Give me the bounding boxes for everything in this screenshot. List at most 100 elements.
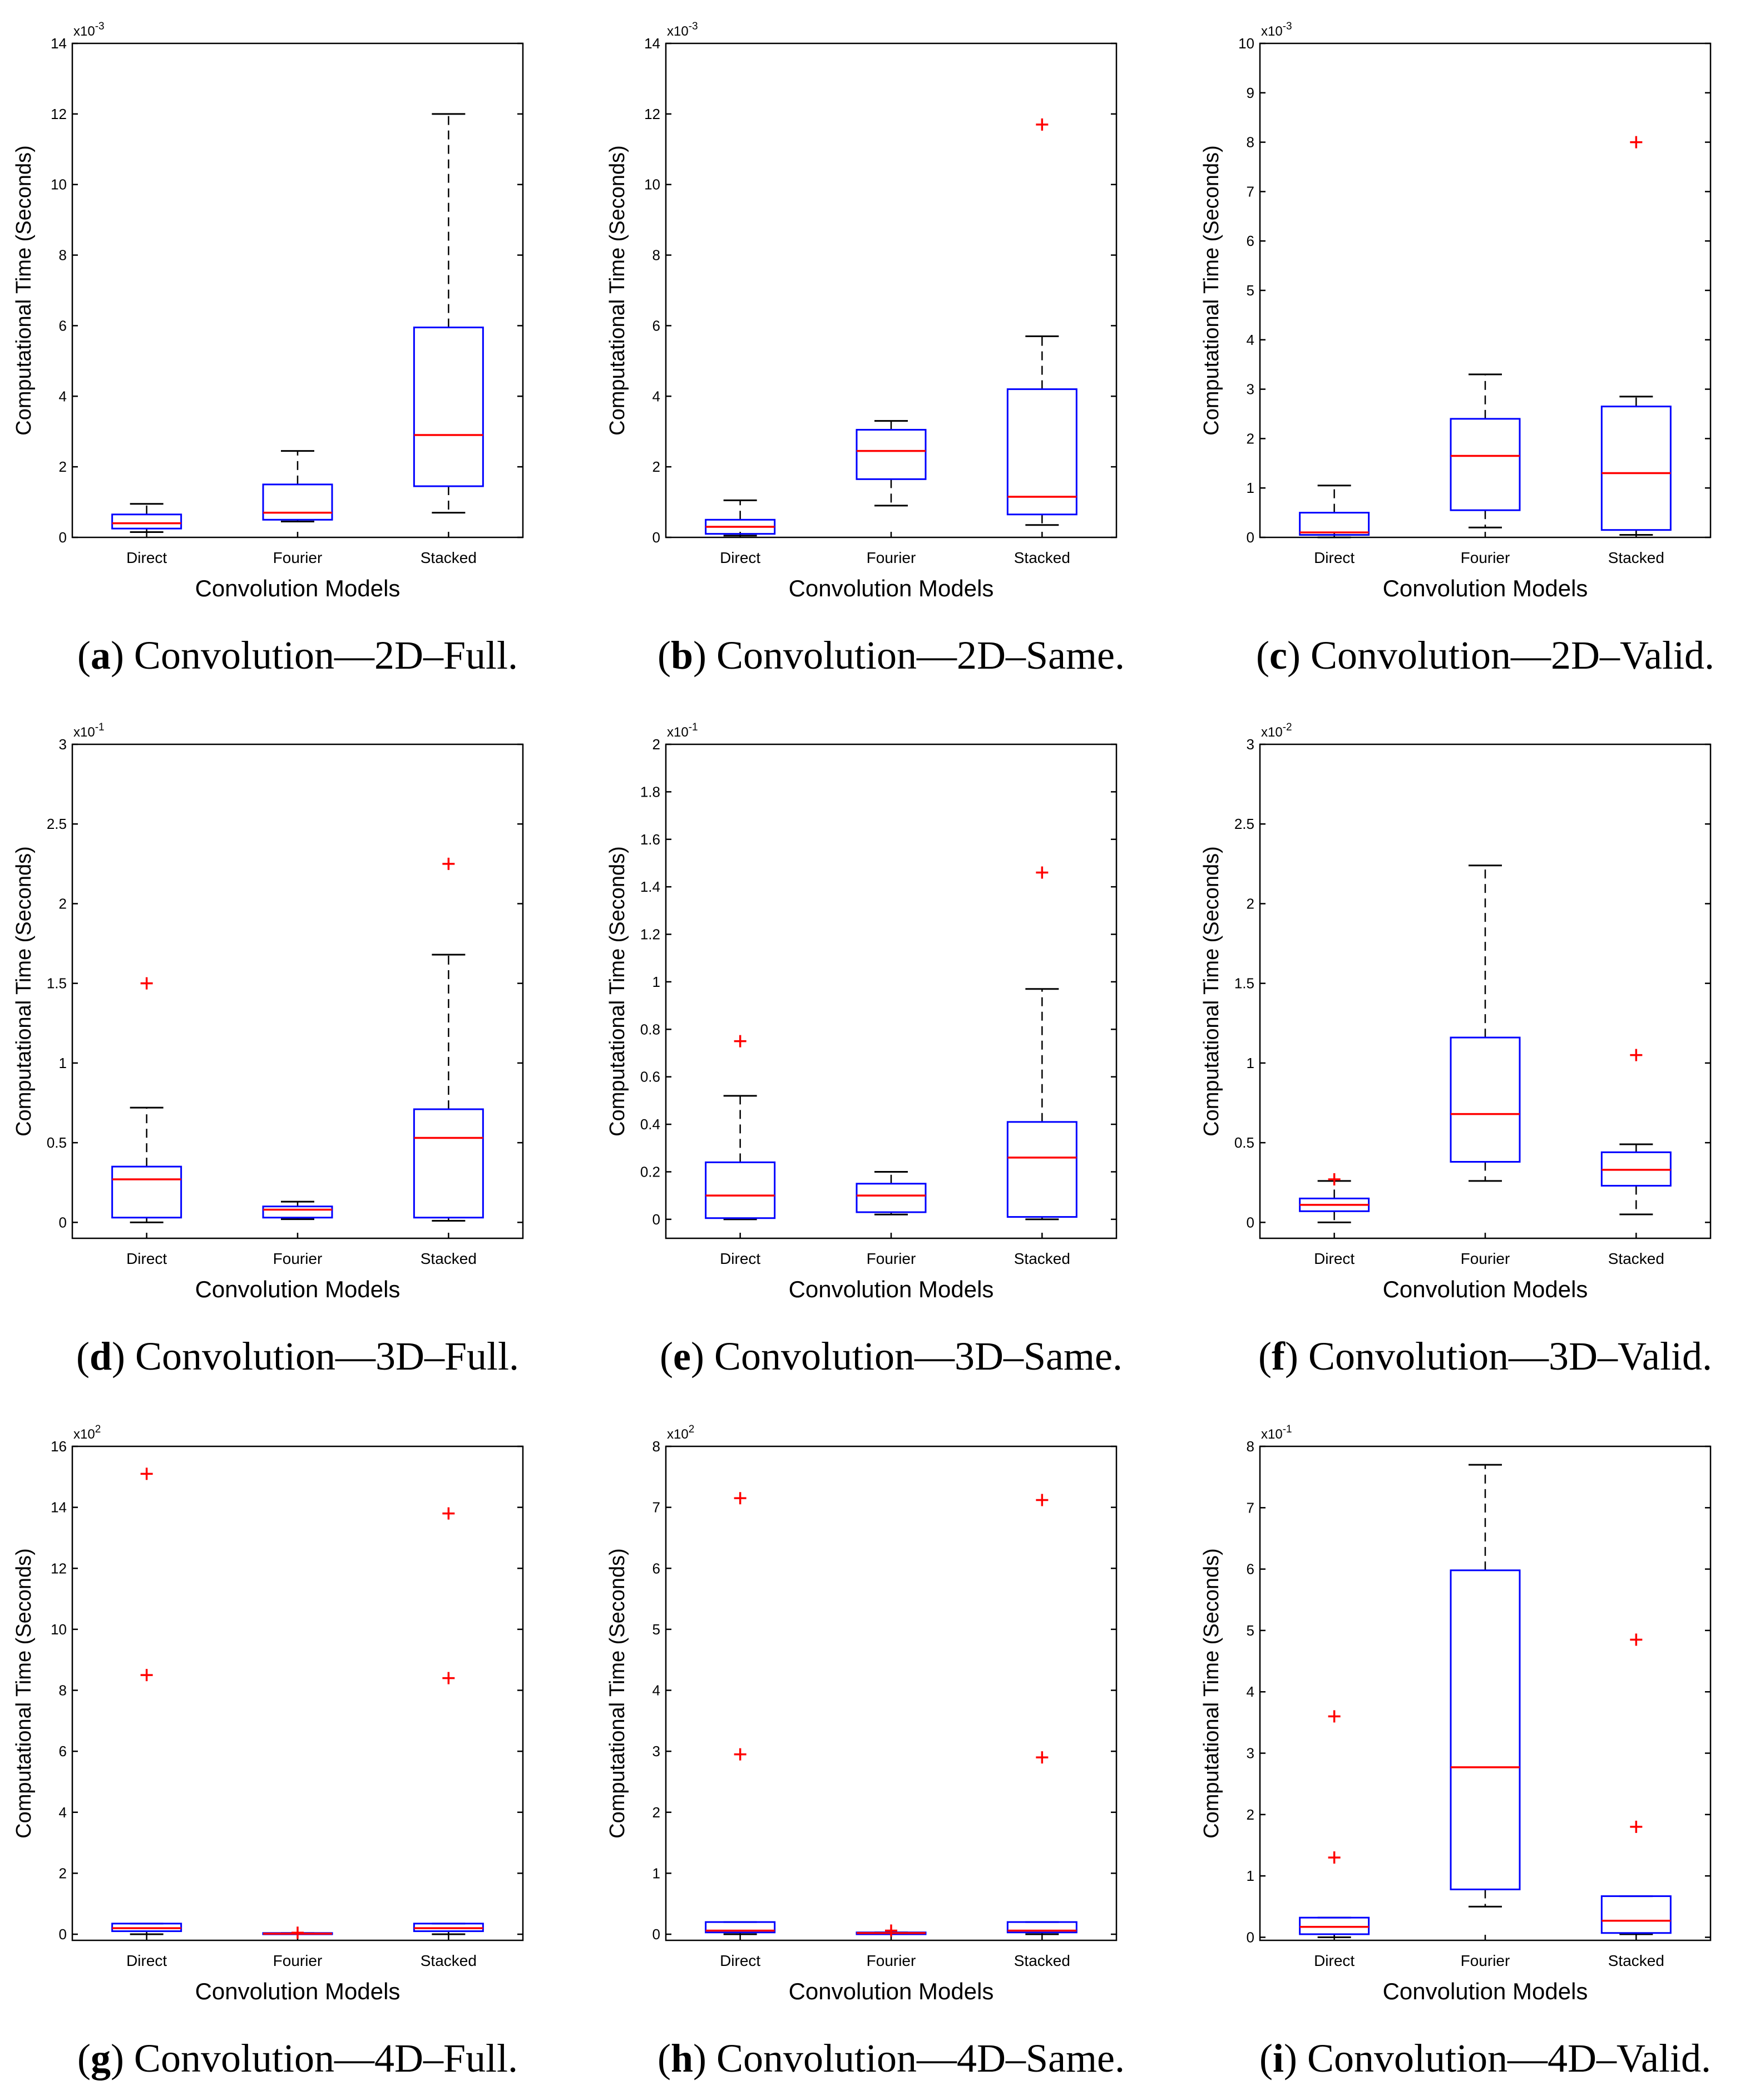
- exponent-label: x10-3: [1261, 21, 1292, 39]
- panel-caption: (d) Convolution—3D–Full.: [76, 1334, 519, 1378]
- panel-i: 0 1 2 3 4 5 6 7 8 x10-1 Direct Fourier Stacked Convol…: [1200, 1424, 1712, 2081]
- box-stacked: [1600, 1049, 1672, 1215]
- box-stacked: [1006, 866, 1077, 1221]
- outlier-marker: [1630, 1820, 1643, 1833]
- y-tick-label: 0.5: [1234, 1134, 1254, 1151]
- panel-g: 0 2 4 6 8 10 12 14 16 x102 Direct Fourier Stacked Con…: [12, 1424, 524, 2081]
- x-tick-label-stacked: Stacked: [421, 549, 477, 566]
- y-tick-label: 0: [1247, 1214, 1254, 1231]
- panel-caption: (f) Convolution—3D–Valid.: [1258, 1334, 1712, 1378]
- y-tick-label: 2: [1247, 1806, 1254, 1823]
- y-tick-label: 6: [59, 317, 67, 334]
- outlier-marker: [140, 977, 153, 990]
- box-stacked: [413, 113, 484, 514]
- y-axis-label: Computational Time (Seconds): [12, 145, 36, 436]
- box-iqr: [262, 1205, 333, 1219]
- x-tick-label-direct: Direct: [720, 1952, 760, 1969]
- y-tick-label: 6: [1247, 1561, 1254, 1578]
- y-tick-label: 2: [1247, 430, 1254, 447]
- panel-c: 0 1 2 3 4 5 6 7 8 9 10 x10-3 Direct Fourier Stacked Con…: [1200, 21, 1714, 678]
- panel-d: 0 0.5 1 1.5 2 2.5 3 x10-1 Direct Fourier Stacked Co…: [12, 722, 524, 1378]
- x-axis-label: Convolution Models: [789, 575, 994, 601]
- box-stacked: [1006, 1494, 1077, 1935]
- panel-a: 0 2 4 6 8 10 12 14 x10-3 Direct Fourier Stacked Conv…: [12, 21, 524, 678]
- box-direct: [1299, 1173, 1370, 1223]
- y-tick-label: 4: [59, 388, 67, 404]
- y-tick-label: 7: [652, 1499, 660, 1516]
- y-tick-label: 14: [51, 1499, 67, 1516]
- y-tick-label: 1.2: [640, 926, 660, 943]
- x-tick-label-fourier: Fourier: [1461, 1952, 1510, 1969]
- box-stacked: [413, 1507, 484, 1935]
- exponent-label: x10-3: [73, 21, 105, 39]
- x-tick-label-stacked: Stacked: [421, 1952, 477, 1969]
- y-tick-label: 3: [1247, 381, 1254, 398]
- panel-e: 0 0.2 0.4 0.6 0.8 1 1.2 1.4 1.6 1.8 2 x10-1 Direct Fo…: [606, 722, 1123, 1378]
- box-direct: [111, 503, 182, 533]
- y-tick-label: 7: [1247, 183, 1254, 200]
- y-axis-label: Computational Time (Seconds): [12, 846, 36, 1137]
- y-tick-label: 8: [1247, 1438, 1254, 1455]
- x-tick-label-fourier: Fourier: [867, 1952, 916, 1969]
- x-axis-label: Convolution Models: [195, 1978, 401, 2004]
- x-tick-label-fourier: Fourier: [273, 1952, 323, 1969]
- y-tick-label: 1: [59, 1055, 67, 1071]
- x-tick-label-direct: Direct: [1314, 1952, 1355, 1969]
- x-tick-label-fourier: Fourier: [867, 549, 916, 566]
- y-tick-label: 1: [1247, 1867, 1254, 1884]
- x-tick-label-fourier: Fourier: [1461, 1250, 1510, 1267]
- y-tick-label: 1: [652, 974, 660, 990]
- exponent-label: x10-1: [73, 722, 105, 740]
- box-iqr: [705, 1161, 776, 1219]
- y-tick-label: 2: [59, 895, 67, 912]
- outlier-marker: [734, 1492, 747, 1505]
- axes-frame: [71, 1445, 524, 1941]
- box-iqr: [413, 1108, 484, 1219]
- outlier-marker: [1036, 1751, 1049, 1764]
- y-tick-label: 2.5: [1234, 816, 1254, 832]
- x-tick-label-direct: Direct: [720, 1250, 760, 1267]
- y-tick-label: 12: [644, 106, 660, 122]
- y-tick-label: 10: [644, 176, 660, 193]
- box-iqr: [1450, 1569, 1521, 1890]
- y-tick-label: 6: [59, 1743, 67, 1760]
- box-iqr: [1006, 1121, 1077, 1218]
- axes-frame: [665, 1445, 1118, 1941]
- x-tick-label-direct: Direct: [126, 1952, 167, 1969]
- box-iqr: [1006, 1921, 1077, 1934]
- y-tick-label: 4: [59, 1804, 67, 1821]
- box-stacked: [1600, 136, 1672, 536]
- panel-caption: (e) Convolution—3D–Same.: [660, 1334, 1123, 1378]
- box-fourier: [1450, 1464, 1521, 1908]
- y-tick-label: 4: [1247, 1683, 1254, 1700]
- y-tick-label: 1: [652, 1865, 660, 1881]
- y-tick-label: 8: [59, 247, 67, 264]
- outlier-marker: [291, 1926, 304, 1939]
- box-iqr: [262, 483, 333, 521]
- y-tick-label: 2: [1247, 895, 1254, 912]
- y-tick-label: 0: [59, 1926, 67, 1943]
- box-fourier: [262, 1200, 333, 1221]
- panel-caption: (g) Convolution—4D–Full.: [77, 2036, 518, 2081]
- exponent-label: x102: [667, 1424, 694, 1442]
- y-tick-label: 0: [59, 529, 67, 546]
- y-tick-label: 0: [59, 1214, 67, 1231]
- box-iqr: [1450, 418, 1521, 511]
- y-tick-label: 0.4: [640, 1116, 660, 1133]
- x-axis-label: Convolution Models: [1383, 575, 1588, 601]
- box-fourier: [262, 1926, 333, 1939]
- y-tick-label: 10: [1238, 35, 1254, 52]
- y-tick-label: 1: [1247, 1055, 1254, 1071]
- y-tick-label: 7: [1247, 1499, 1254, 1516]
- outlier-marker: [442, 1507, 455, 1520]
- outlier-marker: [1630, 136, 1643, 149]
- box-fourier: [1450, 373, 1521, 528]
- y-tick-label: 12: [51, 1560, 67, 1577]
- panel-caption: (c) Convolution—2D–Valid.: [1256, 633, 1714, 678]
- y-tick-label: 1.8: [640, 783, 660, 800]
- y-tick-label: 2: [652, 736, 660, 753]
- box-stacked: [1006, 118, 1077, 526]
- exponent-label: x10-1: [1261, 1424, 1292, 1442]
- y-tick-label: 5: [652, 1621, 660, 1638]
